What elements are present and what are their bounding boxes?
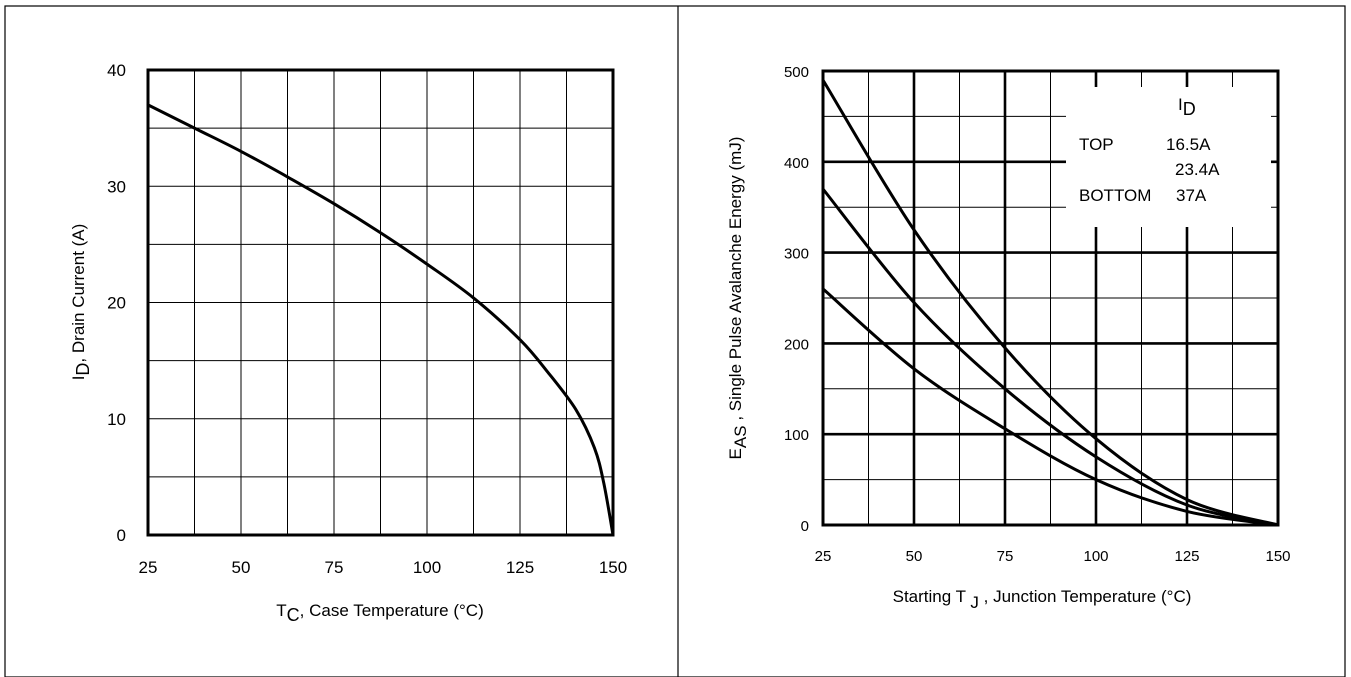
y-tick-label: 40 (107, 61, 126, 80)
chart1-x-axis-subscript: C (287, 605, 300, 625)
chart2-x-axis-subscript: J (970, 593, 979, 612)
chart1-tick-labels: 25 50 75 100 125 150 0 10 20 30 40 (107, 61, 627, 577)
x-tick-label: 100 (1083, 548, 1108, 565)
y-tick-label: 300 (784, 246, 809, 263)
series-line-37A (821, 287, 1280, 527)
y-tick-label: 20 (107, 294, 126, 313)
x-tick-label: 50 (232, 558, 251, 577)
legend-row-value: 16.5A (1166, 135, 1211, 154)
y-tick-label: 200 (784, 336, 809, 353)
x-tick-label: 100 (413, 558, 441, 577)
legend-row-value: 23.4A (1175, 160, 1220, 179)
legend-row-label: TOP (1079, 135, 1114, 154)
chart2-y-axis-symbol: E (726, 448, 745, 459)
y-tick-label: 400 (784, 155, 809, 172)
chart1-x-axis-text: , Case Temperature (°C) (300, 601, 484, 620)
series-line (146, 103, 615, 537)
legend: ID TOP 16.5A 23.4A BOTTOM 37A (1066, 87, 1271, 227)
chart2-x-axis-text: , Junction Temperature (°C) (979, 587, 1191, 606)
x-tick-label: 25 (139, 558, 158, 577)
chart1-y-axis-label: ID, Drain Current (A) (69, 224, 93, 381)
x-tick-label: 75 (997, 548, 1014, 565)
y-tick-label: 0 (117, 526, 126, 545)
legend-row-label: BOTTOM (1079, 186, 1151, 205)
y-tick-label: 0 (801, 518, 809, 535)
legend-background (1066, 87, 1271, 227)
chart1-plot-frame (146, 68, 615, 537)
chart2-tick-labels: 25 50 75 100 125 150 0 100 200 300 400 500 (784, 64, 1291, 565)
legend-header: ID (1178, 95, 1196, 119)
chart1-y-axis-subscript: D (73, 363, 93, 376)
legend-header-subscript: D (1183, 99, 1196, 119)
x-tick-label: 125 (1174, 548, 1199, 565)
x-tick-label: 125 (506, 558, 534, 577)
chart1-x-axis-symbol: T (276, 601, 286, 620)
series-line-234A (821, 187, 1280, 527)
x-tick-label: 50 (906, 548, 923, 565)
chart1-x-axis-label: TC, Case Temperature (°C) (276, 601, 484, 625)
chart2-y-axis-subscript: AS (731, 425, 750, 448)
chart2-curves (821, 78, 1280, 527)
x-tick-label: 150 (599, 558, 627, 577)
chart2-y-axis-label: EAS , Single Pulse Avalanche Energy (mJ) (726, 137, 750, 460)
y-tick-label: 100 (784, 427, 809, 444)
x-tick-label: 25 (815, 548, 832, 565)
drain-current-chart: 25 50 75 100 125 150 0 10 20 30 40 TC, Case Temper… (69, 61, 627, 625)
y-tick-label: 500 (784, 64, 809, 81)
y-tick-label: 10 (107, 410, 126, 429)
series-line-165A (821, 78, 1280, 527)
chart2-x-axis-label: Starting T J , Junction Temperature (°C) (893, 587, 1192, 612)
chart1-curves (146, 103, 615, 537)
y-tick-label: 30 (107, 177, 126, 196)
chart1-y-axis-text: , Drain Current (A) (69, 224, 88, 363)
chart2-x-axis-prefix: Starting T (893, 587, 971, 606)
chart2-plot-frame (821, 69, 1280, 527)
x-tick-label: 150 (1265, 548, 1290, 565)
avalanche-energy-chart: ID TOP 16.5A 23.4A BOTTOM 37A 25 50 75 100 1… (726, 64, 1291, 612)
figure-border (4, 5, 1346, 677)
legend-row-value: 37A (1176, 186, 1207, 205)
x-tick-label: 75 (325, 558, 344, 577)
legend-header-symbol: I (1178, 95, 1183, 114)
chart1-y-axis-symbol: I (69, 376, 88, 381)
chart2-y-axis-text: , Single Pulse Avalanche Energy (mJ) (726, 137, 745, 426)
